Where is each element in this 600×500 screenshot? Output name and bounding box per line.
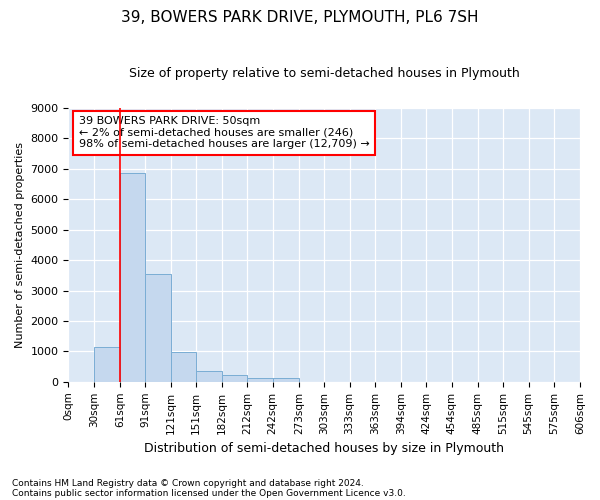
Title: Size of property relative to semi-detached houses in Plymouth: Size of property relative to semi-detach… xyxy=(129,68,520,80)
Text: Contains HM Land Registry data © Crown copyright and database right 2024.: Contains HM Land Registry data © Crown c… xyxy=(12,478,364,488)
Bar xyxy=(222,375,247,382)
Bar xyxy=(170,352,196,382)
Bar xyxy=(196,371,222,382)
Bar xyxy=(120,174,145,382)
Text: Contains public sector information licensed under the Open Government Licence v3: Contains public sector information licen… xyxy=(12,488,406,498)
Bar xyxy=(247,378,273,382)
Bar xyxy=(145,274,170,382)
Text: 39, BOWERS PARK DRIVE, PLYMOUTH, PL6 7SH: 39, BOWERS PARK DRIVE, PLYMOUTH, PL6 7SH xyxy=(121,10,479,25)
Y-axis label: Number of semi-detached properties: Number of semi-detached properties xyxy=(15,142,25,348)
Text: 39 BOWERS PARK DRIVE: 50sqm
← 2% of semi-detached houses are smaller (246)
98% o: 39 BOWERS PARK DRIVE: 50sqm ← 2% of semi… xyxy=(79,116,370,150)
Bar xyxy=(273,378,299,382)
Bar xyxy=(94,348,120,382)
X-axis label: Distribution of semi-detached houses by size in Plymouth: Distribution of semi-detached houses by … xyxy=(144,442,504,455)
